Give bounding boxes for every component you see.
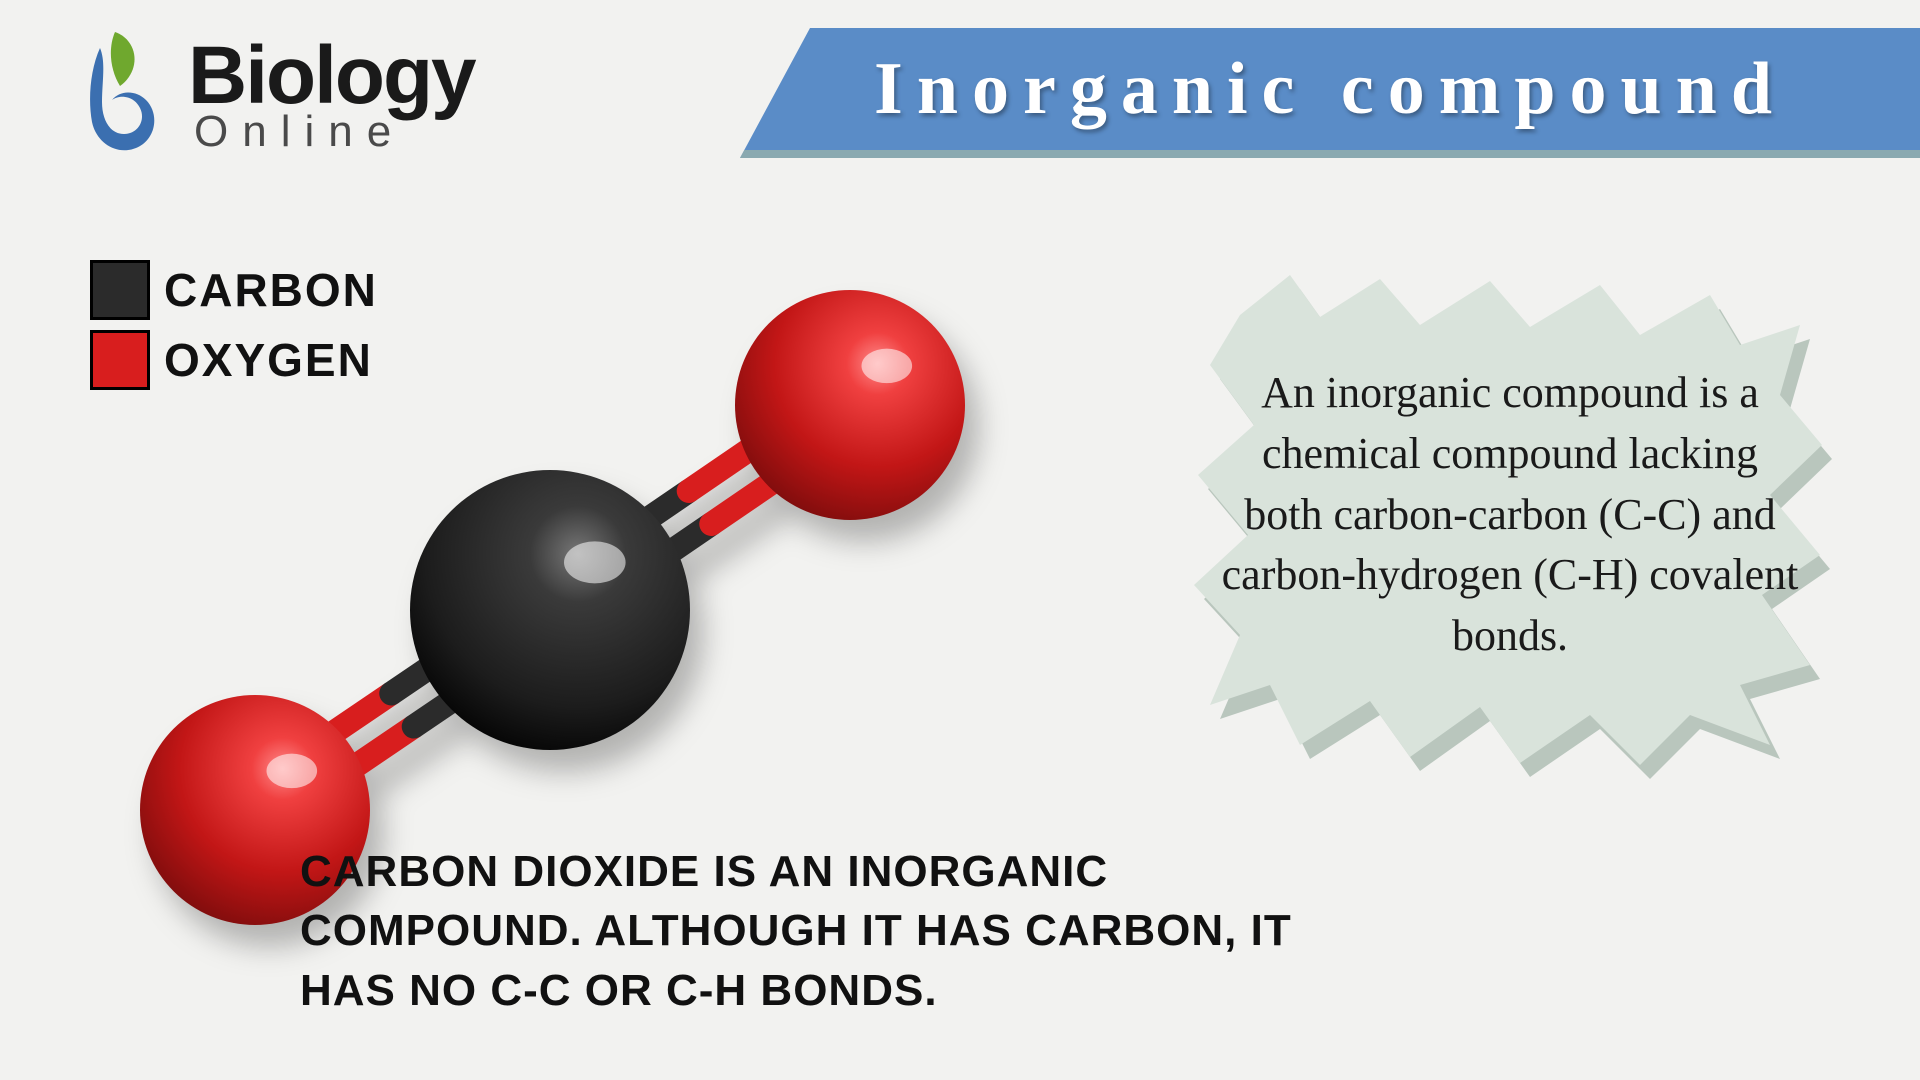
logo-mark-icon <box>60 30 170 160</box>
definition-box: An inorganic compound is a chemical comp… <box>1170 245 1850 785</box>
site-logo: Biology Online <box>60 30 475 160</box>
co2-molecule-diagram <box>80 250 1020 890</box>
page-title: Inorganic compound <box>874 47 1786 132</box>
logo-text: Biology Online <box>188 37 475 153</box>
logo-main-text: Biology <box>188 37 475 115</box>
logo-sub-text: Online <box>194 111 475 153</box>
caption-text: CARBON DIOXIDE IS AN INORGANIC COMPOUND.… <box>300 842 1300 1020</box>
definition-text: An inorganic compound is a chemical comp… <box>1170 245 1850 785</box>
title-banner: Inorganic compound <box>740 28 1920 158</box>
